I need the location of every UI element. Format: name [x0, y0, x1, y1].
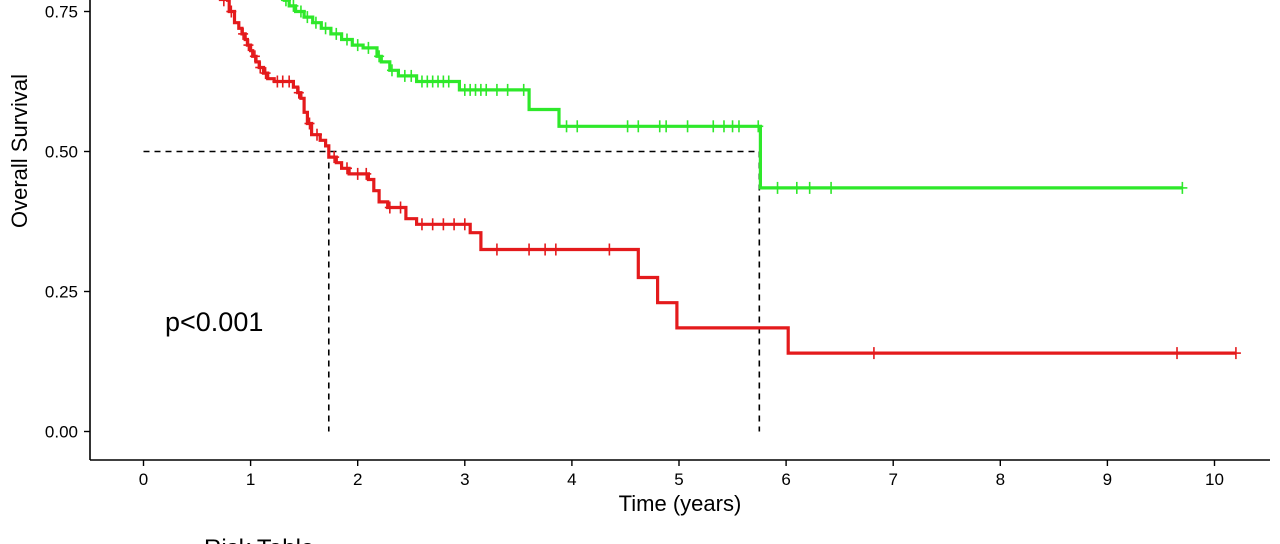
censor-mark-high-risk [329, 151, 340, 164]
censor-mark-low-risk [561, 120, 572, 133]
censor-mark-low-risk [386, 64, 397, 77]
median-guides [143, 150, 761, 432]
censor-mark-low-risk [733, 120, 744, 133]
x-ticks: 0 1 2 3 4 5 6 7 8 9 10 [139, 460, 1224, 489]
censor-mark-low-risk [481, 83, 492, 96]
censor-mark-high-risk [449, 218, 460, 231]
censor-mark-low-risk [682, 120, 693, 133]
censor-mark-low-risk [622, 120, 633, 133]
censor-mark-low-risk [406, 69, 417, 82]
censor-mark-high-risk [352, 167, 363, 180]
censor-mark-low-risk [718, 120, 729, 133]
censor-mark-low-risk [374, 50, 385, 63]
censor-mark-high-risk [524, 243, 535, 256]
censor-mark-high-risk [491, 243, 502, 256]
censor-mark-low-risk [331, 27, 342, 40]
censor-mark-low-risk [633, 120, 644, 133]
censor-mark-low-risk [302, 11, 313, 24]
y-tick-label: 0.25 [45, 283, 78, 302]
x-tick-label: 5 [674, 470, 683, 489]
censor-mark-low-risk [352, 39, 363, 52]
censor-marks [218, 0, 1241, 360]
censor-mark-high-risk [384, 201, 395, 214]
censor-mark-high-risk [284, 75, 295, 88]
x-tick-label: 2 [353, 470, 362, 489]
p-value-label: p<0.001 [165, 307, 263, 337]
censor-mark-high-risk [293, 86, 304, 99]
survival-curves [226, 0, 1236, 355]
censor-mark-low-risk [708, 120, 719, 133]
censor-mark-low-risk [295, 5, 306, 18]
censor-mark-high-risk [341, 162, 352, 175]
censor-mark-high-risk [550, 243, 561, 256]
censor-mark-high-risk [427, 218, 438, 231]
censor-mark-low-risk [772, 181, 783, 194]
censor-mark-high-risk [260, 67, 271, 80]
censor-mark-low-risk [753, 120, 764, 133]
censor-mark-high-risk [238, 27, 249, 40]
x-tick-label: 6 [781, 470, 790, 489]
censor-mark-low-risk [363, 41, 374, 54]
censor-mark-low-risk [288, 0, 299, 12]
censor-mark-low-risk [502, 83, 513, 96]
censor-mark-high-risk [255, 61, 266, 74]
y-ticks: 0.00 0.25 0.50 0.75 [45, 3, 90, 442]
y-tick-label: 0.75 [45, 3, 78, 22]
censor-mark-high-risk [604, 243, 615, 256]
censor-mark-high-risk [243, 39, 254, 52]
x-tick-label: 1 [246, 470, 255, 489]
censor-mark-low-risk [791, 181, 802, 194]
censor-mark-high-risk [218, 0, 229, 7]
x-tick-label: 3 [460, 470, 469, 489]
censor-mark-high-risk [361, 167, 372, 180]
x-axis-title: Time (years) [619, 491, 742, 516]
censor-mark-low-risk [826, 181, 837, 194]
censor-mark-high-risk [395, 201, 406, 214]
curve-low-risk [282, 0, 1183, 190]
censor-mark-low-risk [804, 181, 815, 194]
censor-mark-low-risk [491, 83, 502, 96]
censor-mark-high-risk [304, 117, 315, 130]
y-tick-label: 0.00 [45, 423, 78, 442]
censor-mark-low-risk [341, 33, 352, 46]
censor-mark-low-risk [572, 120, 583, 133]
censor-mark-low-risk [443, 75, 454, 88]
y-tick-label: 0.50 [45, 143, 78, 162]
x-tick-label: 10 [1205, 470, 1224, 489]
x-tick-label: 4 [567, 470, 576, 489]
censor-mark-high-risk [1230, 347, 1241, 360]
censor-mark-high-risk [438, 218, 449, 231]
censor-mark-high-risk [540, 243, 551, 256]
x-tick-label: 8 [996, 470, 1005, 489]
censor-mark-low-risk [1177, 181, 1188, 194]
x-tick-label: 0 [139, 470, 148, 489]
y-axis-title: Overall Survival [7, 74, 32, 228]
censor-mark-low-risk [518, 83, 529, 96]
censor-mark-high-risk [1172, 347, 1183, 360]
x-tick-label: 7 [888, 470, 897, 489]
censor-mark-low-risk [661, 120, 672, 133]
censor-mark-low-risk [280, 0, 291, 7]
censor-mark-low-risk [320, 22, 331, 35]
censor-mark-high-risk [416, 218, 427, 231]
censor-mark-high-risk [868, 347, 879, 360]
censor-mark-high-risk [312, 128, 323, 141]
censor-mark-low-risk [310, 16, 321, 29]
censor-mark-high-risk [249, 50, 260, 63]
risk-table-title: Risk Table [204, 535, 314, 544]
censor-mark-high-risk [226, 5, 237, 18]
censor-mark-high-risk [459, 218, 470, 231]
x-tick-label: 9 [1103, 470, 1112, 489]
